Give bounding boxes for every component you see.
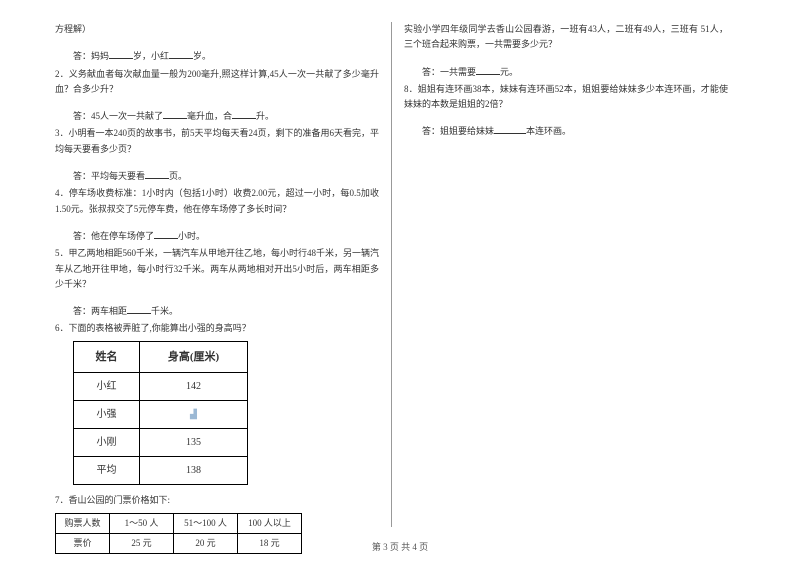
t1-r4c1: 平均 [74,457,140,485]
answer-1: 答：妈妈 岁，小红 岁。 [55,49,379,64]
page-footer: 第 3 页 共 4 页 [0,540,800,555]
blank [163,109,187,119]
a7-part1: 答：一共需要 [422,67,476,77]
a8-part2: 本连环画。 [526,126,571,136]
answer-3: 答：平均每天要看 页。 [55,169,379,184]
right-column: 实验小学四年级同学去香山公园春游，一班有43人，二班有49人，三班有 51人，三… [392,22,728,527]
t1-r4c2: 138 [140,457,248,485]
question-5: 5．甲乙两地相距560千米，一辆汽车从甲地开往乙地，每小时行48千米，另一辆汽车… [55,246,379,292]
a3-part2: 页。 [169,171,187,181]
t2-r1c1: 购票人数 [56,513,110,533]
a4-part2: 小时。 [178,231,205,241]
a5-part2: 千米。 [151,306,178,316]
a2-part3: 升。 [256,111,274,121]
smudge-icon: ▟ [190,409,197,419]
a7-part2: 元。 [500,67,518,77]
a1-part3: 岁。 [193,51,211,61]
t1-h1: 姓名 [74,341,140,373]
blank [145,169,169,179]
answer-2: 答：45人一次一共献了 毫升血，合 升。 [55,109,379,124]
blank [154,229,178,239]
t2-r1c4: 100 人以上 [238,513,302,533]
a5-part1: 答：两车相距 [73,306,127,316]
answer-8: 答：姐姐要给妹妹 本连环画。 [404,124,728,139]
answer-5: 答：两车相距 千米。 [55,304,379,319]
t2-r1c2: 1～50 人 [110,513,174,533]
blank [109,49,133,59]
a2-part1: 答：45人一次一共献了 [73,111,163,121]
t1-r2c2: ▟ [140,401,248,429]
a2-part2: 毫升血，合 [187,111,232,121]
t2-r1c3: 51～100 人 [174,513,238,533]
blank [169,49,193,59]
question-6: 6．下面的表格被弄脏了,你能算出小强的身高吗？ [55,321,379,336]
fragment-line: 方程解） [55,22,379,37]
a4-part1: 答：他在停车场停了 [73,231,154,241]
a1-part2: 岁，小红 [133,51,169,61]
t1-h2: 身高(厘米) [140,341,248,373]
blank [127,304,151,314]
t1-r1c1: 小红 [74,373,140,401]
answer-7: 答：一共需要 元。 [404,65,728,80]
t1-r2c1: 小强 [74,401,140,429]
question-4: 4．停车场收费标准：1小时内（包括1小时）收费2.00元，超过一小时，每0.5加… [55,186,379,217]
t1-r1c2: 142 [140,373,248,401]
blank [494,124,526,134]
answer-4: 答：他在停车场停了 小时。 [55,229,379,244]
a1-part1: 答：妈妈 [73,51,109,61]
left-column: 方程解） 答：妈妈 岁，小红 岁。 2．义务献血者每次献血量一般为200毫升,照这样… [55,22,391,527]
a8-part1: 答：姐姐要给妹妹 [422,126,494,136]
question-7: 7．香山公园的门票价格如下: [55,493,379,508]
blank [232,109,256,119]
question-7b: 实验小学四年级同学去香山公园春游，一班有43人，二班有49人，三班有 51人，三… [404,22,728,53]
question-2: 2．义务献血者每次献血量一般为200毫升,照这样计算,45人一次一共献了多少毫升… [55,67,379,98]
question-3: 3．小明看一本240页的故事书，前5天平均每天看24页，剩下的准备用6天看完，平… [55,126,379,157]
blank [476,65,500,75]
height-table: 姓名 身高(厘米) 小红 142 小强 ▟ 小刚 135 平均 138 [73,341,248,486]
question-8: 8．姐姐有连环画38本，妹妹有连环画52本，姐姐要给妹妹多少本连环画，才能使妹妹… [404,82,728,113]
t1-r3c1: 小刚 [74,429,140,457]
a3-part1: 答：平均每天要看 [73,171,145,181]
t1-r3c2: 135 [140,429,248,457]
